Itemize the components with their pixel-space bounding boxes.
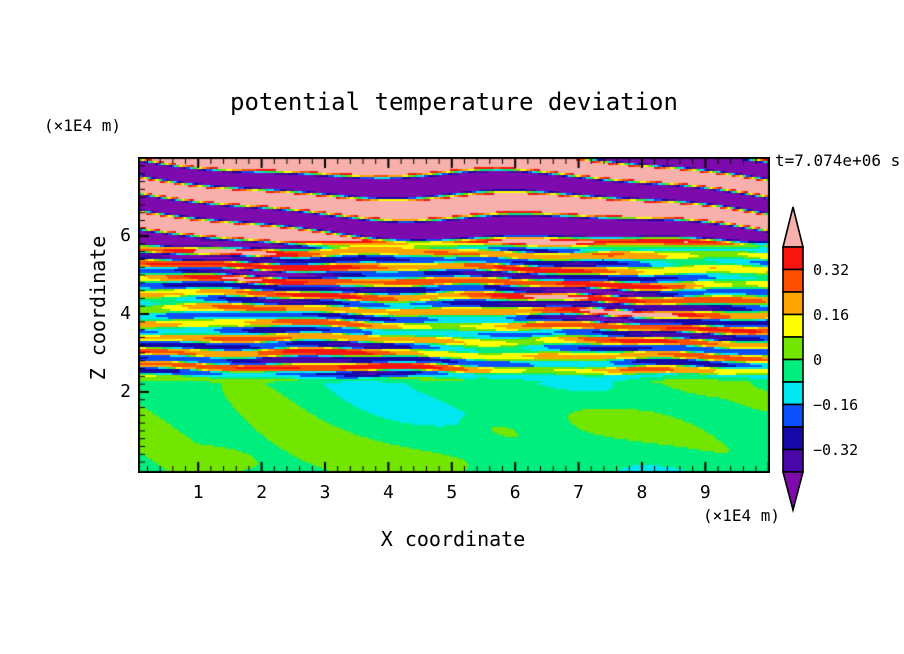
timestamp-label: t=7.074e+06 s <box>775 151 901 170</box>
contour-field-canvas <box>138 157 770 473</box>
x-tick-label: 9 <box>699 482 711 503</box>
x-axis-unit-label: (×1E4 m) <box>702 506 780 525</box>
x-tick-label: 3 <box>319 482 331 503</box>
z-tick-label: 6 <box>120 225 131 247</box>
colorbar-segment <box>782 426 804 451</box>
colorbar-segment <box>782 403 804 428</box>
colorbar-segment <box>782 358 804 383</box>
x-tick-label: 4 <box>382 482 394 503</box>
colorbar-segment <box>782 313 804 338</box>
x-tick-label: 7 <box>573 482 584 503</box>
chart-title: potential temperature deviation <box>230 88 678 116</box>
x-tick-label: 5 <box>446 482 458 503</box>
x-tick-label: 2 <box>256 482 268 503</box>
colorbar-label: 0 <box>813 350 823 369</box>
z-tick-label: 4 <box>120 303 131 325</box>
colorbar-segment <box>782 291 804 316</box>
colorbar-label: −0.16 <box>813 395 859 414</box>
colorbar-segment <box>782 268 804 293</box>
x-axis-title: X coordinate <box>380 527 526 551</box>
colorbar-label: −0.32 <box>813 440 859 459</box>
z-axis-unit-label: (×1E4 m) <box>44 116 122 135</box>
colorbar-segment <box>782 246 804 271</box>
colorbar-under-arrow <box>781 471 805 514</box>
colorbar <box>781 206 805 514</box>
x-tick-label: 6 <box>509 482 521 503</box>
colorbar-segment <box>782 448 804 473</box>
colorbar-segment <box>782 381 804 406</box>
colorbar-label: 0.16 <box>813 305 850 324</box>
x-tick-label: 1 <box>192 482 204 503</box>
z-tick-label: 2 <box>120 380 131 402</box>
colorbar-segment <box>782 336 804 361</box>
colorbar-over-arrow <box>781 206 805 248</box>
colorbar-label: 0.32 <box>813 260 850 279</box>
x-tick-label: 8 <box>636 482 648 503</box>
